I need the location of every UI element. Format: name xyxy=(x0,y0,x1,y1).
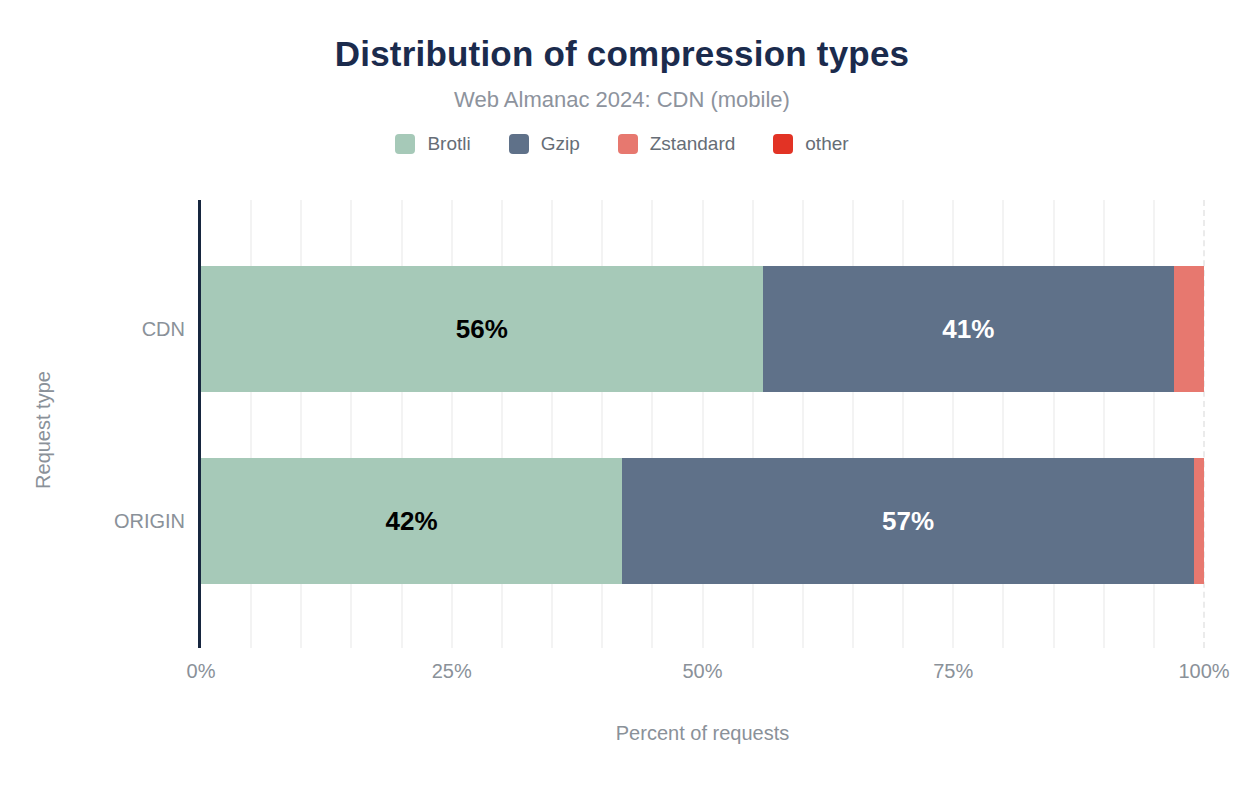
chart-figure: Distribution of compression types Web Al… xyxy=(0,0,1244,786)
x-tick-label: 50% xyxy=(682,660,722,683)
x-tick-label: 25% xyxy=(432,660,472,683)
chart-title: Distribution of compression types xyxy=(0,0,1244,74)
bar-value-label: 42% xyxy=(386,506,438,537)
legend-item-other[interactable]: other xyxy=(773,133,848,155)
legend-swatch-icon xyxy=(618,134,638,154)
y-category-label-cdn: CDN xyxy=(25,318,185,341)
legend-swatch-icon xyxy=(773,134,793,154)
x-axis-title: Percent of requests xyxy=(201,722,1204,745)
bar-segment-brotli-cdn: 56% xyxy=(201,266,763,392)
y-category-label-origin: ORIGIN xyxy=(25,510,185,533)
legend-swatch-icon xyxy=(509,134,529,154)
chart-subtitle: Web Almanac 2024: CDN (mobile) xyxy=(0,87,1244,113)
bar-segment-zstandard-cdn xyxy=(1174,266,1204,392)
x-tick-label: 100% xyxy=(1178,660,1229,683)
bar-segment-brotli-origin: 42% xyxy=(201,458,622,584)
bar-segment-gzip-cdn: 41% xyxy=(763,266,1174,392)
legend-label: Gzip xyxy=(541,133,580,155)
legend-label: Zstandard xyxy=(650,133,736,155)
bar-origin: 42% 57% xyxy=(201,458,1204,584)
legend-swatch-icon xyxy=(395,134,415,154)
bar-value-label: 57% xyxy=(882,506,934,537)
plot-area: Request type Percent of requests 56%41%C… xyxy=(198,200,1204,648)
bar-value-label: 56% xyxy=(456,314,508,345)
legend-label: Brotli xyxy=(427,133,470,155)
x-tick-label: 0% xyxy=(187,660,216,683)
x-tick-label: 75% xyxy=(933,660,973,683)
legend-item-zstandard[interactable]: Zstandard xyxy=(618,133,736,155)
legend-label: other xyxy=(805,133,848,155)
legend: Brotli Gzip Zstandard other xyxy=(0,133,1244,155)
legend-item-brotli[interactable]: Brotli xyxy=(395,133,470,155)
bar-segment-zstandard-origin xyxy=(1194,458,1204,584)
y-axis-title: Request type xyxy=(32,330,58,530)
bar-value-label: 41% xyxy=(942,314,994,345)
bar-cdn: 56% 41% xyxy=(201,266,1204,392)
legend-item-gzip[interactable]: Gzip xyxy=(509,133,580,155)
bar-segment-gzip-origin: 57% xyxy=(622,458,1194,584)
